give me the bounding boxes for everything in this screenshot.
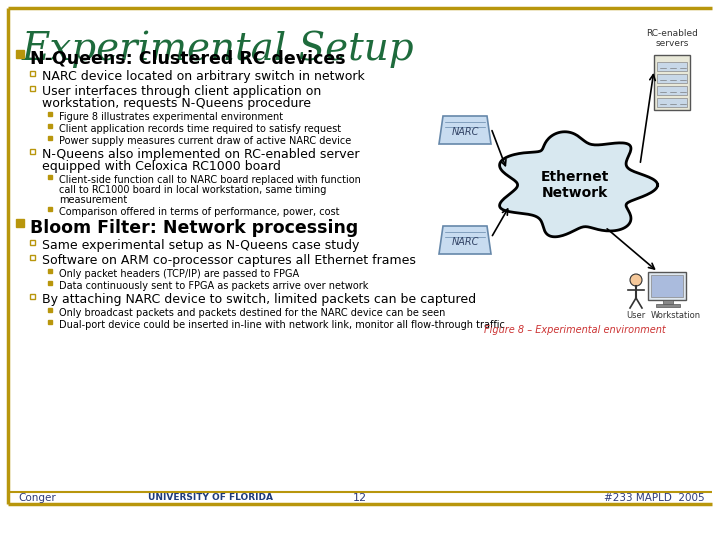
Polygon shape — [500, 132, 657, 237]
Bar — [657, 74, 687, 83]
Bar — [657, 98, 687, 107]
Text: User: User — [626, 311, 646, 320]
Polygon shape — [439, 116, 491, 144]
Text: Client application records time required to satisfy request: Client application records time required… — [59, 124, 341, 134]
Text: workstation, requests N-Queens procedure: workstation, requests N-Queens procedure — [42, 97, 311, 110]
Bar — [657, 62, 687, 71]
Bar — [48, 112, 52, 117]
Text: #233 MAPLD  2005: #233 MAPLD 2005 — [604, 493, 705, 503]
Bar — [657, 86, 687, 95]
Text: Experimental Setup: Experimental Setup — [22, 30, 415, 68]
Bar — [48, 207, 52, 212]
Bar — [30, 240, 35, 245]
Text: 12: 12 — [353, 493, 367, 503]
Text: Bloom Filter: Network processing: Bloom Filter: Network processing — [30, 219, 359, 237]
Text: N-Queens: Clustered RC devices: N-Queens: Clustered RC devices — [30, 50, 346, 68]
Text: Only broadcast packets and packets destined for the NARC device can be seen: Only broadcast packets and packets desti… — [59, 308, 446, 318]
Text: Dual-port device could be inserted in-line with network link, monitor all flow-t: Dual-port device could be inserted in-li… — [59, 320, 505, 330]
Bar — [30, 255, 35, 260]
Bar — [30, 71, 35, 76]
Bar — [654, 55, 690, 110]
Bar — [48, 281, 52, 286]
Text: Software on ARM co-processor captures all Ethernet frames: Software on ARM co-processor captures al… — [42, 254, 416, 267]
Text: Workstation: Workstation — [651, 311, 701, 320]
Text: User interfaces through client application on: User interfaces through client applicati… — [42, 85, 321, 98]
Bar — [48, 137, 52, 140]
Text: NARC: NARC — [451, 127, 479, 137]
Text: Network: Network — [542, 186, 608, 200]
Text: equipped with Celoxica RC1000 board: equipped with Celoxica RC1000 board — [42, 160, 281, 173]
Text: measurement: measurement — [59, 195, 127, 205]
Text: Conger: Conger — [18, 493, 55, 503]
Bar — [30, 294, 35, 299]
Text: Figure 8 illustrates experimental environment: Figure 8 illustrates experimental enviro… — [59, 112, 283, 122]
Text: N-Queens also implemented on RC-enabled server: N-Queens also implemented on RC-enabled … — [42, 148, 359, 161]
Bar — [16, 219, 24, 227]
Text: Ethernet: Ethernet — [541, 170, 609, 184]
Text: By attaching NARC device to switch, limited packets can be captured: By attaching NARC device to switch, limi… — [42, 293, 476, 306]
Text: Only packet headers (TCP/IP) are passed to FPGA: Only packet headers (TCP/IP) are passed … — [59, 269, 299, 279]
Bar — [651, 275, 683, 297]
Text: Same experimental setup as N-Queens case study: Same experimental setup as N-Queens case… — [42, 239, 359, 252]
Text: Figure 8 – Experimental environment: Figure 8 – Experimental environment — [484, 325, 666, 335]
Bar — [30, 148, 35, 154]
Text: Client-side function call to NARC board replaced with function: Client-side function call to NARC board … — [59, 175, 361, 185]
Bar — [648, 272, 686, 300]
Text: Power supply measures current draw of active NARC device: Power supply measures current draw of ac… — [59, 136, 351, 146]
Polygon shape — [439, 226, 491, 254]
Text: NARC device located on arbitrary switch in network: NARC device located on arbitrary switch … — [42, 70, 365, 83]
Text: Comparison offered in terms of performance, power, cost: Comparison offered in terms of performan… — [59, 207, 340, 217]
Bar — [16, 50, 24, 58]
Text: call to RC1000 board in local workstation, same timing: call to RC1000 board in local workstatio… — [59, 185, 326, 195]
Text: RC-enabled
servers: RC-enabled servers — [646, 29, 698, 48]
Bar — [663, 300, 673, 304]
Bar — [48, 176, 52, 179]
Bar — [48, 124, 52, 129]
Bar — [48, 320, 52, 325]
Bar — [48, 269, 52, 273]
Bar — [656, 304, 680, 307]
Text: UNIVERSITY OF FLORIDA: UNIVERSITY OF FLORIDA — [148, 494, 272, 503]
Text: Data continuously sent to FPGA as packets arrive over network: Data continuously sent to FPGA as packet… — [59, 281, 369, 291]
Circle shape — [630, 274, 642, 286]
Text: NARC: NARC — [451, 237, 479, 247]
Bar — [48, 308, 52, 313]
Bar — [30, 86, 35, 91]
